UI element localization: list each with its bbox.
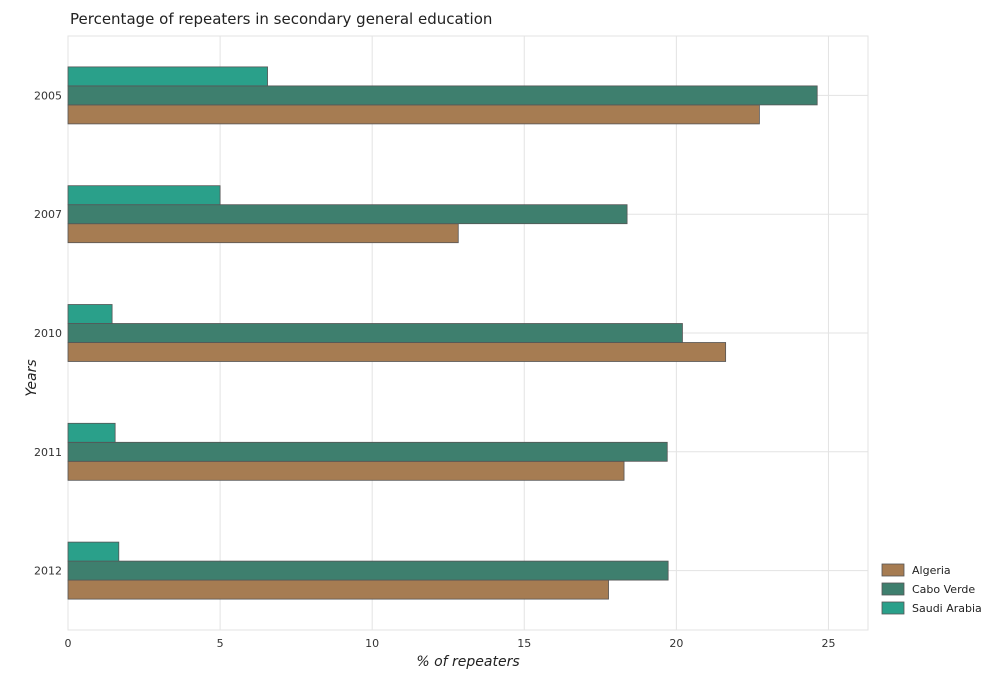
x-tick-label: 15 bbox=[517, 637, 531, 650]
bar-algeria-2007 bbox=[67, 223, 459, 244]
bar-saudi-arabia-2010 bbox=[67, 304, 113, 324]
x-tick-label: 0 bbox=[65, 637, 72, 650]
bar-algeria-2011 bbox=[67, 460, 625, 481]
bar-cabo-verde-2012 bbox=[67, 560, 669, 581]
legend: Algeria Cabo Verde Saudi Arabia bbox=[881, 563, 982, 615]
y-axis-label: Years bbox=[24, 359, 40, 396]
x-axis-ticks: 0 5 10 15 20 25 bbox=[65, 637, 836, 650]
legend-label: Algeria bbox=[912, 564, 951, 577]
legend-label: Saudi Arabia bbox=[912, 602, 982, 615]
bar-saudi-arabia-2005 bbox=[67, 66, 268, 87]
legend-label: Cabo Verde bbox=[912, 583, 975, 596]
y-axis-ticks: 2005 2007 2010 2011 2012 bbox=[34, 89, 62, 577]
bar-algeria-2010 bbox=[67, 342, 727, 362]
bar-cabo-verde-2011 bbox=[67, 441, 668, 462]
bar-cabo-verde-2010 bbox=[67, 323, 683, 343]
bar-saudi-arabia-2012 bbox=[67, 541, 120, 562]
bars bbox=[67, 66, 818, 600]
legend-swatch bbox=[881, 563, 905, 577]
bar-cabo-verde-2007 bbox=[67, 204, 628, 225]
x-tick-label: 5 bbox=[217, 637, 224, 650]
y-tick-label: 2012 bbox=[34, 565, 62, 578]
bar-algeria-2012 bbox=[67, 579, 609, 600]
legend-swatch bbox=[881, 582, 905, 596]
chart-title: Percentage of repeaters in secondary gen… bbox=[70, 10, 492, 28]
x-tick-label: 10 bbox=[365, 637, 379, 650]
y-tick-label: 2005 bbox=[34, 89, 62, 102]
legend-swatch bbox=[881, 601, 905, 615]
bar-cabo-verde-2005 bbox=[67, 85, 818, 106]
y-tick-label: 2007 bbox=[34, 208, 62, 221]
bar-algeria-2005 bbox=[67, 104, 760, 125]
y-tick-label: 2011 bbox=[34, 446, 62, 459]
y-tick-label: 2010 bbox=[34, 327, 62, 340]
x-axis-label: % of repeaters bbox=[416, 654, 519, 670]
bar-saudi-arabia-2011 bbox=[67, 422, 116, 443]
x-tick-label: 20 bbox=[669, 637, 683, 650]
bar-saudi-arabia-2007 bbox=[67, 185, 221, 206]
x-tick-label: 25 bbox=[821, 637, 835, 650]
